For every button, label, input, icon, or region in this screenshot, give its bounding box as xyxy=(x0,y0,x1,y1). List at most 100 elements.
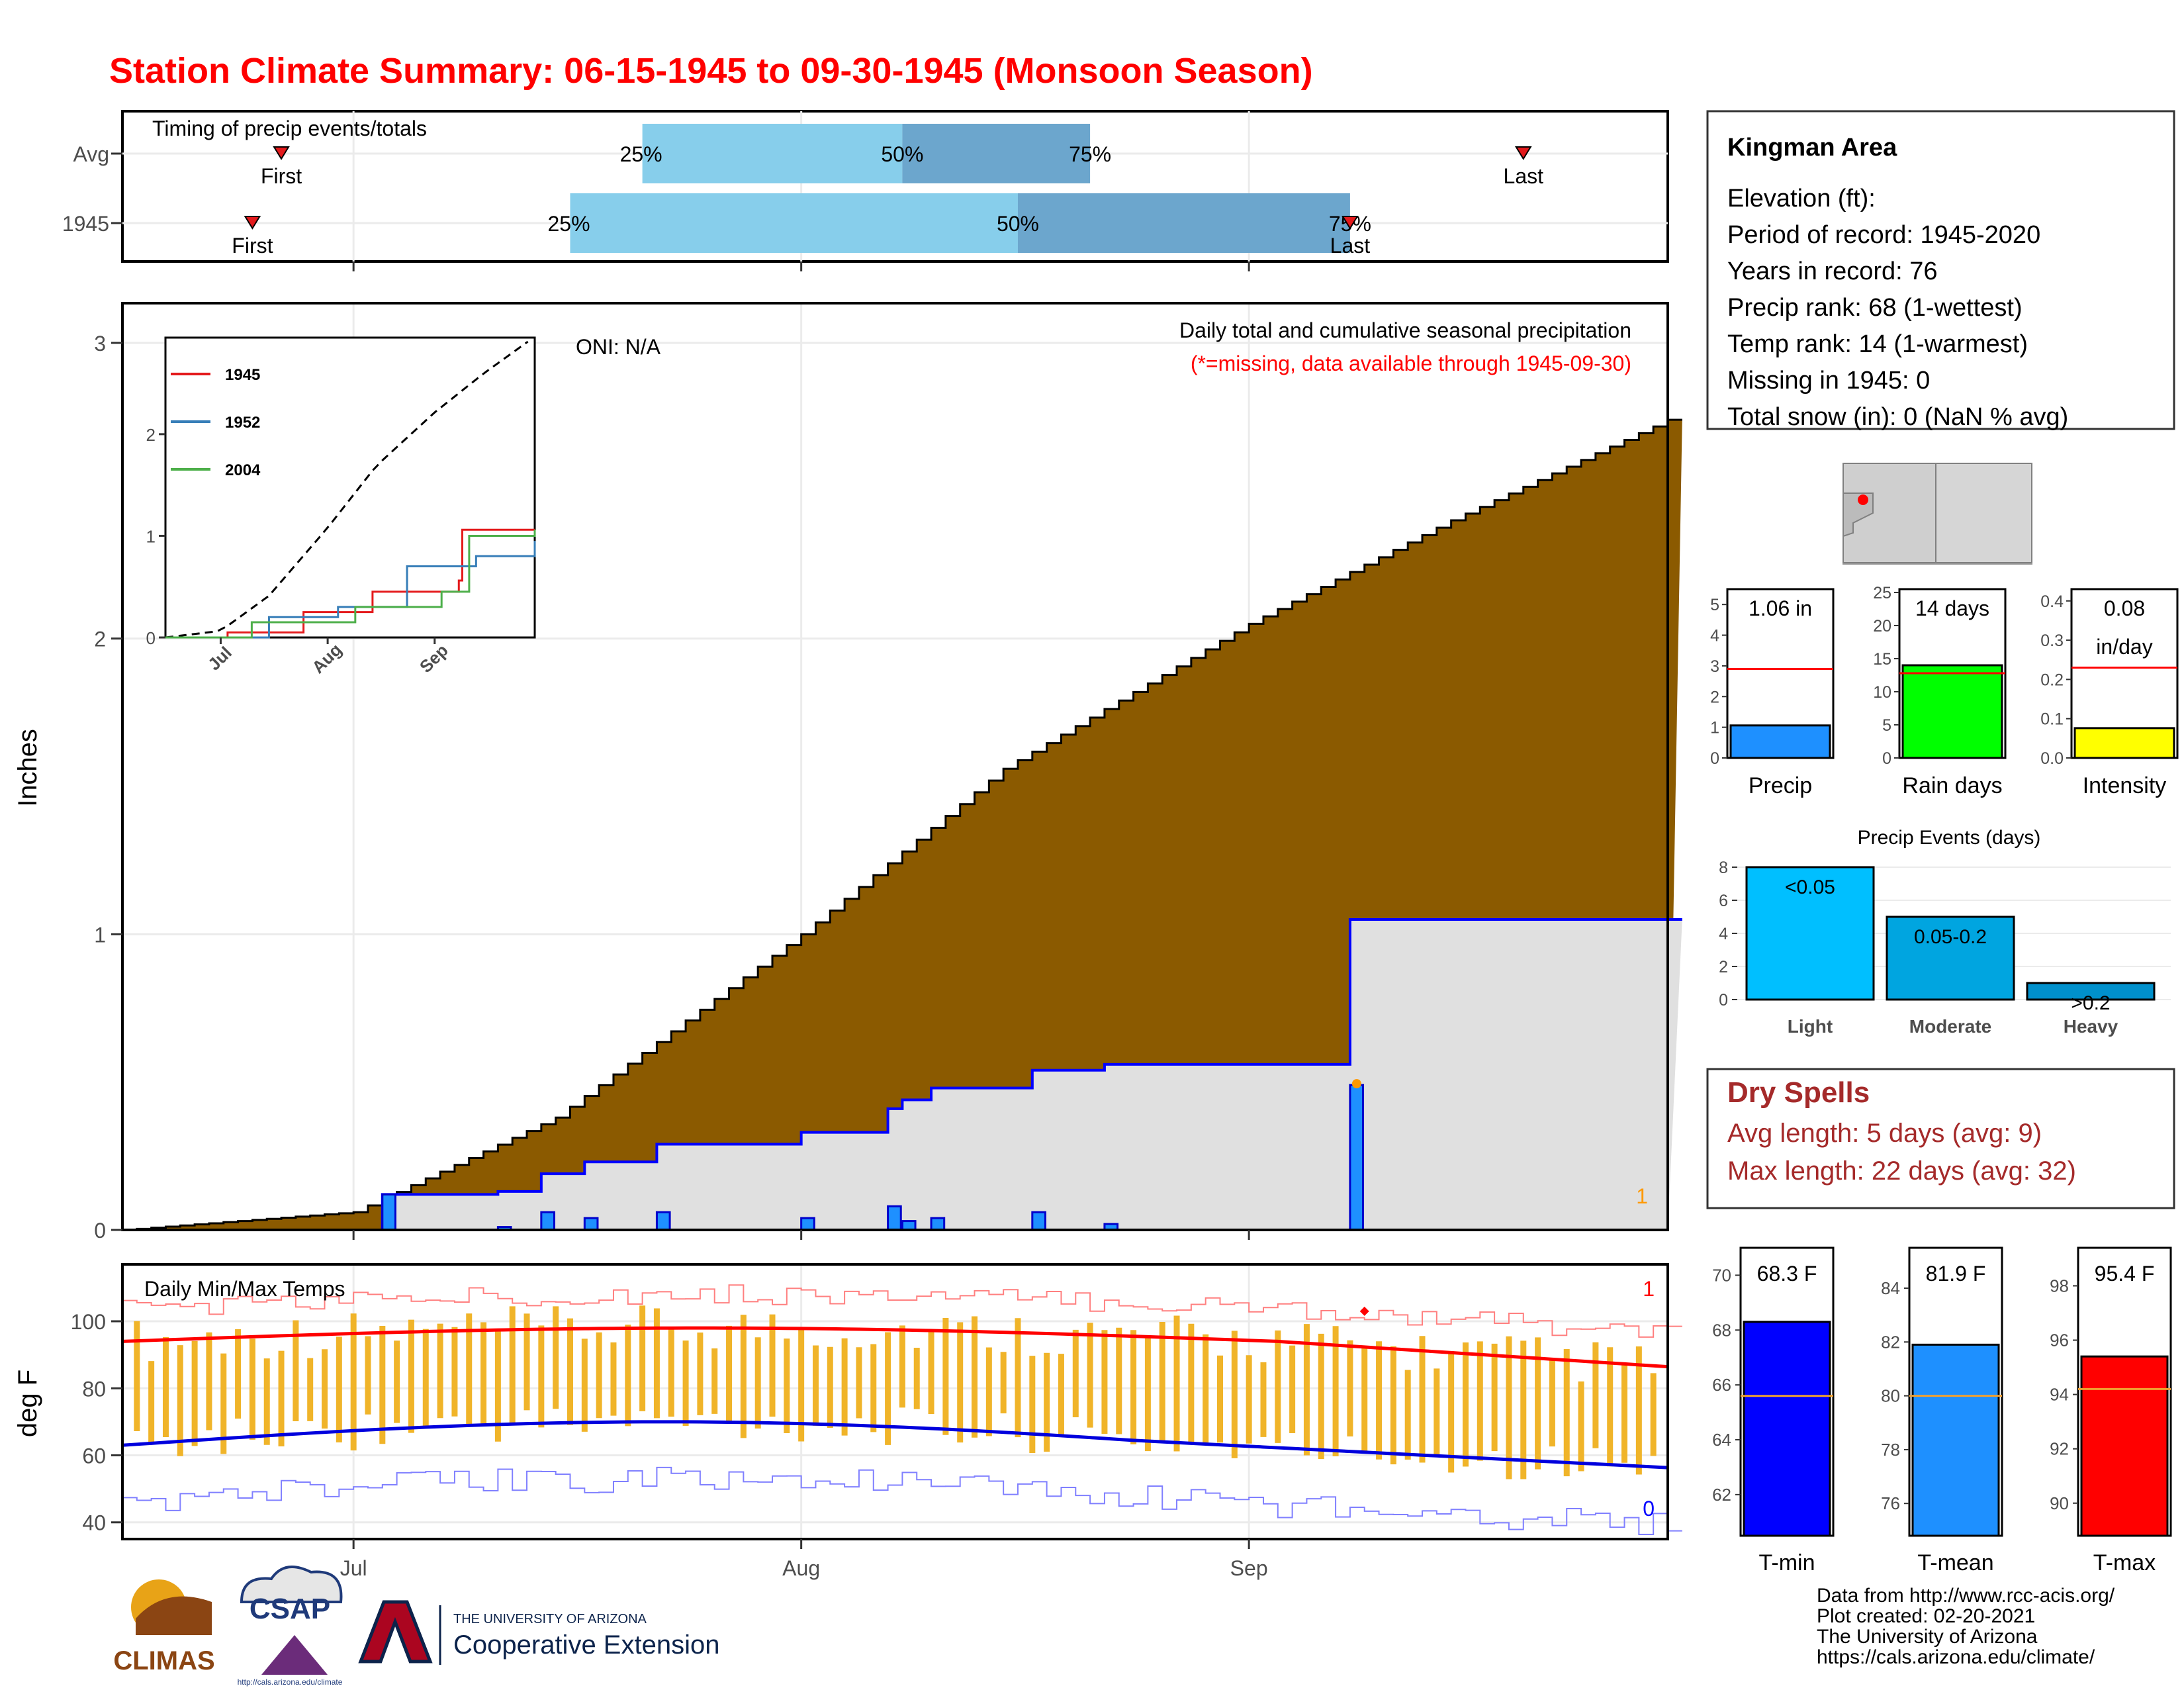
summary-y-tick-label: 0.2 xyxy=(2040,671,2064,689)
summary-bar xyxy=(1901,664,2003,759)
temp-summary-tick-label: 92 xyxy=(2050,1439,2069,1459)
temp-summary-name: T-min xyxy=(1759,1550,1815,1575)
summary-value-unit: in/day xyxy=(2096,635,2152,659)
daily-precip-bar xyxy=(887,1205,902,1231)
inset-y-tick-label: 0 xyxy=(146,628,156,648)
station-info-line: Precip rank: 68 (1-wettest) xyxy=(1727,294,2023,322)
timing-p25-label: 25% xyxy=(547,212,590,236)
summary-value-label: 1.06 in xyxy=(1749,596,1812,620)
temp-max-count: 1 xyxy=(1643,1277,1655,1301)
summary-bar-name: Precip xyxy=(1749,773,1812,798)
timing-iqr-upper xyxy=(902,124,1091,183)
daily-precip-bar xyxy=(1349,1084,1365,1231)
temp-summary-tick-label: 76 xyxy=(1881,1493,1900,1513)
record-max-line xyxy=(122,1284,1682,1338)
temp-summary-tick-label: 90 xyxy=(2050,1493,2069,1513)
average-min-line xyxy=(122,1420,1668,1470)
station-info-box: Kingman Area Elevation (ft): Period of rec… xyxy=(1706,110,2175,431)
ua-logo-a-icon xyxy=(358,1600,433,1664)
last-event-label: Last xyxy=(1504,164,1544,188)
credit-line: The University of Arizona xyxy=(1817,1626,2038,1648)
summary-bar-name: Intensity xyxy=(2083,773,2167,798)
temp-summary-name: T-max xyxy=(2093,1550,2156,1575)
inset-legend-label: 1952 xyxy=(225,414,260,432)
timing-p75-label: 75% xyxy=(1069,142,1111,166)
temp-y-tick-label: 60 xyxy=(82,1444,106,1468)
daily-precip-bar xyxy=(381,1193,396,1231)
oni-label: ONI: N/A xyxy=(576,335,661,359)
temp-summary-tick-label: 84 xyxy=(1881,1278,1900,1298)
precip-events-panel: Precip Events (days) <0.05 Light 0.05-0.2 Mo… xyxy=(1719,827,2171,1037)
timing-iqr-lower xyxy=(570,193,1018,253)
summary-y-tick-label: 0.1 xyxy=(2040,710,2064,729)
temp-summary-tick-label: 64 xyxy=(1712,1430,1731,1450)
summary-bar-intensity: 0.08 in/day 0.0 0.1 0.2 0.3 0.4 Intensity xyxy=(2040,588,2179,798)
precip-y-tick-label: 3 xyxy=(94,332,106,355)
precip-y-axis-label: Inches xyxy=(13,729,42,807)
temp-summary-t-mean: 81.9 F 76 78 80 82 84 T-mean xyxy=(1881,1246,2003,1575)
events-y-tick-label: 6 xyxy=(1719,892,1728,910)
max-daily-marker xyxy=(1351,1079,1361,1089)
credit-line: Data from http://www.rcc-acis.org/ xyxy=(1817,1585,2115,1607)
summary-bar-precip: 1.06 in 0 1 2 3 4 5 Precip xyxy=(1710,588,1835,798)
dry-spells-frame xyxy=(1706,1068,2175,1209)
event-bar-label: 0.05-0.2 xyxy=(1914,926,1987,948)
temp-summary-t-min: 68.3 F 62 64 66 68 70 T-min xyxy=(1712,1246,1835,1575)
temp-summary-bar xyxy=(1911,1343,2000,1537)
summary-value-label: 14 days xyxy=(1915,596,1989,620)
summary-bar-name: Rain days xyxy=(1902,773,2002,798)
temp-y-axis-label: deg F xyxy=(13,1370,42,1437)
last-event-marker xyxy=(1514,146,1532,160)
timing-p50-label: 50% xyxy=(881,142,923,166)
temp-summary-tick-label: 66 xyxy=(1712,1375,1731,1395)
climas-logo-land-icon xyxy=(136,1596,212,1635)
temp-y-tick-label: 100 xyxy=(71,1310,106,1334)
first-event-marker xyxy=(273,146,290,160)
month-axis-label: Sep xyxy=(1230,1556,1268,1580)
inset-legend-label: 2004 xyxy=(225,461,261,479)
inset-series-line xyxy=(165,530,536,639)
temp-panel-frame xyxy=(121,1263,1669,1540)
precip-panel: 0 1 2 3 Inches Daily total and cumulative sea… xyxy=(13,302,1682,1243)
cumulative-1945-line xyxy=(122,918,1682,1231)
ua-line-1: THE UNIVERSITY OF ARIZONA xyxy=(453,1612,647,1626)
summary-y-tick-label: 0.0 xyxy=(2040,749,2064,768)
temp-summary-tick-label: 82 xyxy=(1881,1332,1900,1352)
station-info-line: Missing in 1945: 0 xyxy=(1727,367,1930,395)
temp-y-tick-label: 40 xyxy=(82,1511,106,1535)
csap-logo-mountain-icon xyxy=(261,1635,328,1675)
summary-y-tick-label: 2 xyxy=(1710,688,1719,706)
cumulative-1945-area xyxy=(122,919,1682,1230)
precip-y-tick-label: 0 xyxy=(94,1219,106,1243)
summary-y-tick-label: 0.3 xyxy=(2040,632,2064,650)
daily-precip-bar xyxy=(800,1217,815,1231)
daily-precip-bar xyxy=(901,1220,917,1231)
summary-y-tick-label: 5 xyxy=(1882,716,1891,735)
summary-y-tick-label: 25 xyxy=(1873,584,1891,602)
first-event-marker xyxy=(244,216,261,230)
temp-summary-tick-label: 70 xyxy=(1712,1265,1731,1285)
station-location-dot xyxy=(1858,494,1868,505)
events-y-tick-label: 2 xyxy=(1719,958,1728,976)
timing-panel: Timing of precip events/totals Avg 25% 50% 7… xyxy=(62,110,1669,271)
inset-average-line xyxy=(165,340,529,639)
ua-line-2: Cooperative Extension xyxy=(453,1630,719,1660)
summary-y-tick-label: 0.4 xyxy=(2040,592,2064,611)
summary-y-tick-label: 0 xyxy=(1710,749,1719,768)
events-y-tick-label: 0 xyxy=(1719,991,1728,1009)
event-bar-label: <0.05 xyxy=(1785,876,1835,898)
precip-y-tick-label: 2 xyxy=(94,628,106,651)
temp-summary-tick-label: 68 xyxy=(1712,1320,1731,1340)
summary-y-tick-label: 5 xyxy=(1710,596,1719,614)
station-info-line: Period of record: 1945-2020 xyxy=(1727,221,2040,249)
month-axis-label: Jul xyxy=(340,1556,367,1580)
timing-row-label: Avg xyxy=(73,142,109,166)
precip-y-tick-label: 1 xyxy=(94,923,106,947)
average-max-line xyxy=(122,1326,1668,1369)
temp-summary-tick-label: 94 xyxy=(2050,1385,2069,1405)
event-category-label: Moderate xyxy=(1909,1016,1991,1037)
summary-y-tick-label: 3 xyxy=(1710,657,1719,676)
summary-y-tick-label: 20 xyxy=(1873,617,1891,635)
precip-plot-title: Daily total and cumulative seasonal prec… xyxy=(1179,318,1631,342)
